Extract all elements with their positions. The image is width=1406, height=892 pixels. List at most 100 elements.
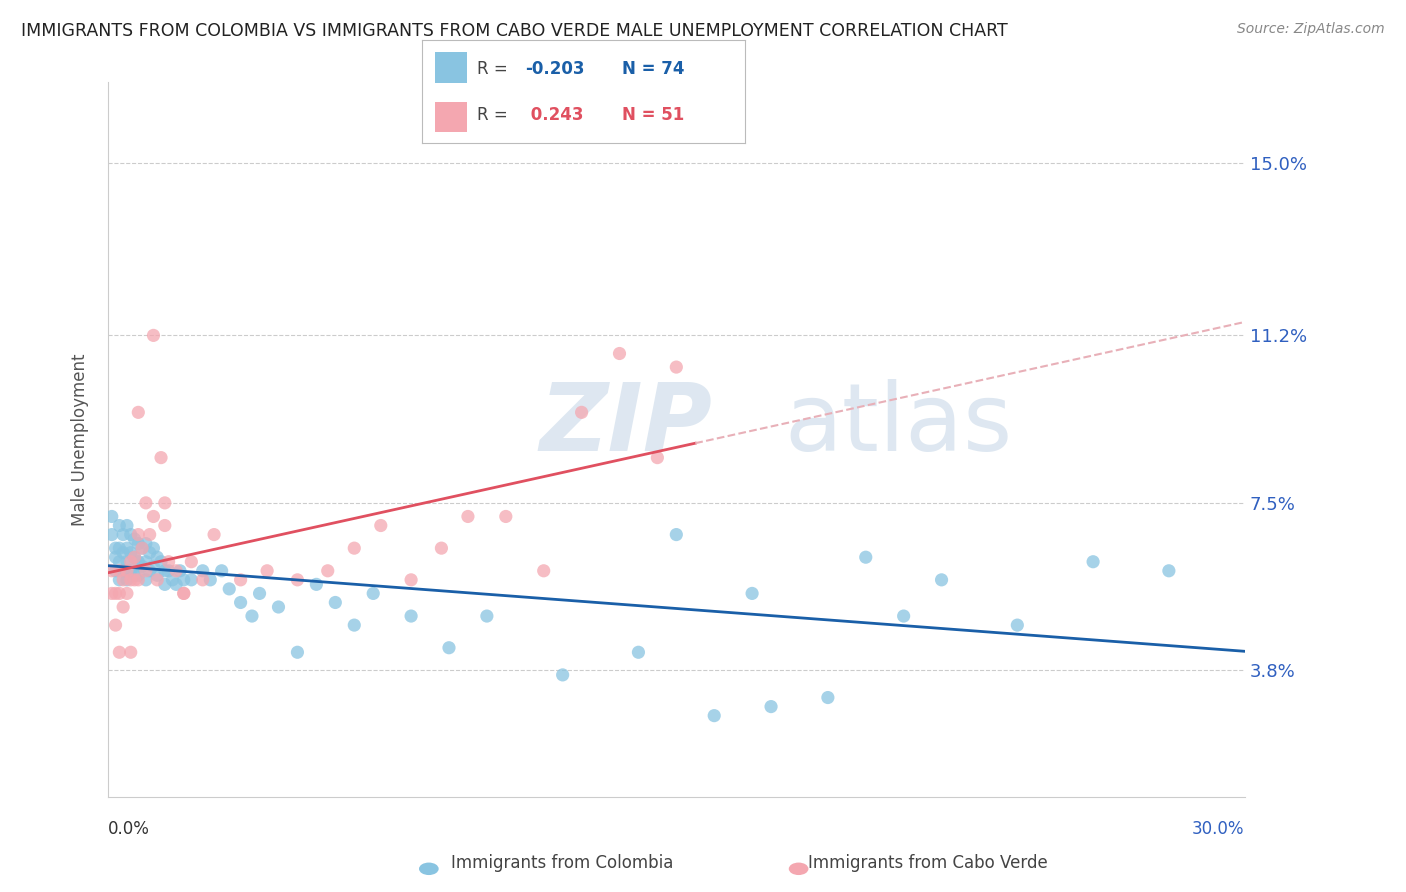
- Point: [146, 550, 169, 565]
- Point: [127, 536, 149, 550]
- Point: [533, 564, 555, 578]
- Point: [127, 555, 149, 569]
- Point: [153, 577, 176, 591]
- Point: [131, 541, 153, 556]
- Point: [609, 346, 631, 360]
- Point: [112, 546, 135, 560]
- Point: [135, 555, 157, 569]
- Point: [142, 328, 165, 343]
- Point: [127, 527, 149, 541]
- Point: [1081, 555, 1104, 569]
- Point: [108, 518, 131, 533]
- Point: [437, 640, 460, 655]
- Point: [108, 586, 131, 600]
- Text: N = 74: N = 74: [623, 60, 685, 78]
- Text: Immigrants from Cabo Verde: Immigrants from Cabo Verde: [808, 855, 1047, 872]
- Point: [211, 564, 233, 578]
- Point: [647, 450, 669, 465]
- Point: [120, 555, 142, 569]
- Point: [115, 541, 138, 556]
- Point: [180, 555, 202, 569]
- Text: IMMIGRANTS FROM COLOMBIA VS IMMIGRANTS FROM CABO VERDE MALE UNEMPLOYMENT CORRELA: IMMIGRANTS FROM COLOMBIA VS IMMIGRANTS F…: [21, 22, 1008, 40]
- Text: R =: R =: [477, 60, 513, 78]
- Text: R =: R =: [477, 106, 513, 124]
- Point: [343, 541, 366, 556]
- Point: [153, 518, 176, 533]
- Point: [191, 564, 214, 578]
- Point: [430, 541, 453, 556]
- Point: [256, 564, 278, 578]
- Point: [104, 564, 127, 578]
- Point: [165, 564, 187, 578]
- Point: [457, 509, 479, 524]
- Point: [138, 564, 160, 578]
- Point: [150, 555, 173, 569]
- Point: [627, 645, 650, 659]
- Text: Immigrants from Colombia: Immigrants from Colombia: [451, 855, 673, 872]
- Point: [115, 518, 138, 533]
- Point: [202, 527, 225, 541]
- Point: [399, 609, 422, 624]
- Point: [135, 536, 157, 550]
- Point: [142, 541, 165, 556]
- Point: [287, 573, 309, 587]
- Point: [124, 550, 146, 565]
- Point: [127, 573, 149, 587]
- Point: [229, 573, 252, 587]
- Point: [120, 546, 142, 560]
- Point: [173, 586, 195, 600]
- Point: [142, 509, 165, 524]
- Point: [124, 532, 146, 546]
- Point: [135, 573, 157, 587]
- Point: [817, 690, 839, 705]
- Point: [169, 564, 191, 578]
- Point: [343, 618, 366, 632]
- Text: ZIP: ZIP: [540, 379, 713, 471]
- Point: [173, 573, 195, 587]
- Point: [138, 546, 160, 560]
- Point: [108, 573, 131, 587]
- Point: [249, 586, 271, 600]
- Point: [120, 527, 142, 541]
- Point: [104, 586, 127, 600]
- Point: [665, 527, 688, 541]
- Point: [124, 573, 146, 587]
- Point: [120, 573, 142, 587]
- Point: [157, 564, 180, 578]
- Point: [101, 509, 124, 524]
- Point: [104, 541, 127, 556]
- Point: [153, 564, 176, 578]
- Point: [703, 708, 725, 723]
- Point: [150, 450, 173, 465]
- Point: [108, 555, 131, 569]
- Text: 30.0%: 30.0%: [1192, 820, 1244, 838]
- Point: [240, 609, 263, 624]
- Point: [108, 645, 131, 659]
- Point: [200, 573, 222, 587]
- Point: [893, 609, 915, 624]
- Point: [115, 586, 138, 600]
- Point: [229, 595, 252, 609]
- Point: [267, 599, 290, 614]
- Point: [316, 564, 339, 578]
- Point: [931, 573, 953, 587]
- Point: [115, 564, 138, 578]
- Point: [108, 564, 131, 578]
- Point: [120, 564, 142, 578]
- Point: [101, 527, 124, 541]
- Point: [165, 577, 187, 591]
- Point: [146, 573, 169, 587]
- Point: [101, 586, 124, 600]
- Text: N = 51: N = 51: [623, 106, 685, 124]
- Point: [370, 518, 392, 533]
- Point: [153, 496, 176, 510]
- Point: [305, 577, 328, 591]
- Point: [112, 573, 135, 587]
- Point: [112, 599, 135, 614]
- Point: [112, 564, 135, 578]
- Point: [759, 699, 782, 714]
- Point: [855, 550, 877, 565]
- Point: [108, 541, 131, 556]
- Point: [135, 564, 157, 578]
- Text: 0.0%: 0.0%: [108, 820, 150, 838]
